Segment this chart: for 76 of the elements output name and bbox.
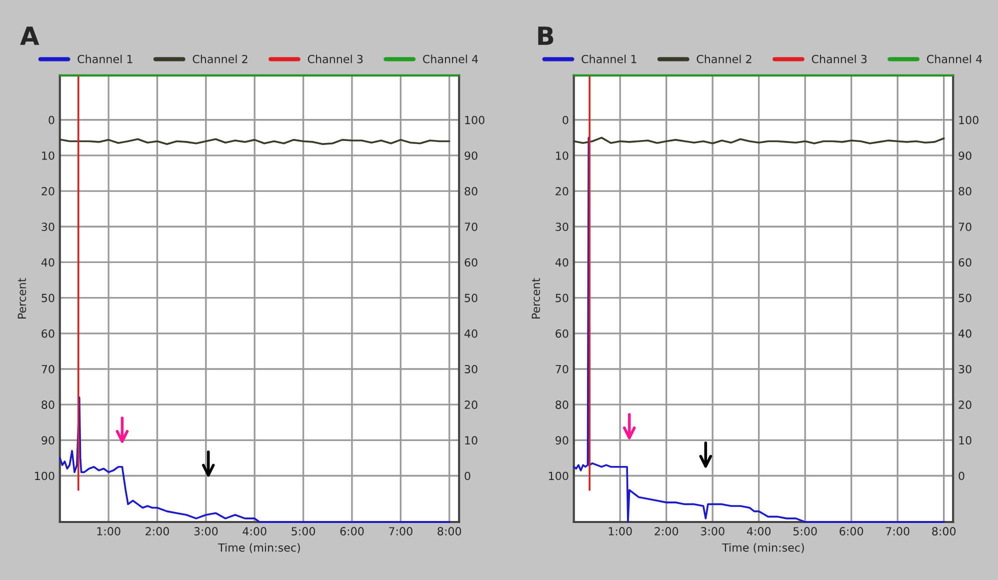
y-tick-label: 90 <box>556 436 568 445</box>
y2-tick-label: 100 <box>959 116 978 124</box>
legend-label: Channel 3 <box>308 54 363 64</box>
y-tick-label: 80 <box>556 400 568 409</box>
x-tick-label: 1:00 <box>608 527 632 536</box>
y2-tick-label: 90 <box>464 151 478 160</box>
y-tick-label: 10 <box>556 151 568 160</box>
y2-tick-label: 40 <box>958 329 972 338</box>
y2-tick-label: 30 <box>464 364 478 374</box>
y-tick-label: 40 <box>41 258 54 267</box>
legend-label: Channel 2 <box>696 54 752 64</box>
y-tick-label: 40 <box>555 258 568 267</box>
y2-tick-label: 0 <box>958 472 964 480</box>
y-tick-label: 70 <box>42 364 54 374</box>
x-tick-label: 6:00 <box>340 527 364 536</box>
y-tick-label: 50 <box>556 294 568 302</box>
legend-label: Channel 3 <box>812 54 867 64</box>
x-tick-label: 1:00 <box>97 527 120 536</box>
x-tick-label: 4:00 <box>242 527 266 536</box>
x-tick-label: 2:00 <box>146 527 169 536</box>
y2-tick-label: 50 <box>464 294 478 302</box>
legend-label: Channel 2 <box>192 54 248 64</box>
y-tick-label: 30 <box>42 222 54 232</box>
y2-tick-label: 20 <box>464 400 478 409</box>
y-tick-label: 70 <box>556 364 568 374</box>
legend-label: Channel 4 <box>926 54 982 64</box>
y-tick-label: 50 <box>42 294 54 302</box>
y2-tick-label: 80 <box>958 187 972 196</box>
y2-tick-label: 0 <box>464 472 470 480</box>
legend-label: Channel 1 <box>78 54 132 64</box>
x-tick-label: 5:00 <box>292 527 316 536</box>
line-series <box>572 136 945 523</box>
y-tick-label: 20 <box>556 187 568 196</box>
legend-label: Channel 1 <box>582 54 636 64</box>
y2-tick-label: 50 <box>958 294 972 302</box>
y-tick-label: 60 <box>42 329 54 338</box>
chart-title: B <box>538 26 554 45</box>
x-tick-label: 5:00 <box>793 527 817 536</box>
y2-tick-label: 100 <box>465 116 484 124</box>
x-tick-label: 8:00 <box>932 527 956 536</box>
x-axis-title: Time (min:sec) <box>722 543 804 554</box>
y2-tick-label: 70 <box>958 222 972 232</box>
y-tick-label: 80 <box>42 400 54 409</box>
y-tick-label: 100 <box>35 472 54 480</box>
y-axis-title: Percent <box>532 278 540 319</box>
x-tick-label: 6:00 <box>840 527 864 536</box>
x-tick-label: 8:00 <box>438 527 462 536</box>
y-tick-label: 10 <box>42 151 54 160</box>
y2-tick-label: 70 <box>464 222 478 232</box>
y2-tick-label: 60 <box>464 258 478 267</box>
line-series <box>58 396 450 523</box>
chart-title: A <box>20 26 40 45</box>
y-tick-label: 100 <box>549 472 568 480</box>
y2-tick-label: 90 <box>958 151 972 160</box>
y2-tick-label: 60 <box>958 258 972 267</box>
x-tick-label: 2:00 <box>654 527 678 536</box>
x-tick-label: 4:00 <box>746 527 771 536</box>
y-tick-label: 60 <box>556 329 568 338</box>
y2-tick-label: 10 <box>959 436 972 445</box>
y-tick-label: 20 <box>42 187 54 196</box>
x-tick-label: 3:00 <box>700 527 724 536</box>
y-tick-label: 0 <box>562 116 568 124</box>
y-tick-label: 0 <box>48 116 54 124</box>
y-tick-label: 30 <box>556 222 568 232</box>
x-tick-label: 7:00 <box>389 527 412 536</box>
y-axis-title: Percent <box>18 278 26 319</box>
y2-tick-label: 40 <box>464 329 478 338</box>
legend-label: Channel 4 <box>422 54 478 64</box>
y-tick-label: 90 <box>42 436 54 445</box>
y2-tick-label: 80 <box>464 187 478 196</box>
y2-tick-label: 20 <box>958 400 972 409</box>
x-tick-label: 3:00 <box>194 527 218 536</box>
y2-tick-label: 30 <box>958 364 972 374</box>
y2-tick-label: 10 <box>465 436 478 445</box>
x-axis-title: Time (min:sec) <box>218 543 300 554</box>
x-tick-label: 7:00 <box>886 527 910 536</box>
